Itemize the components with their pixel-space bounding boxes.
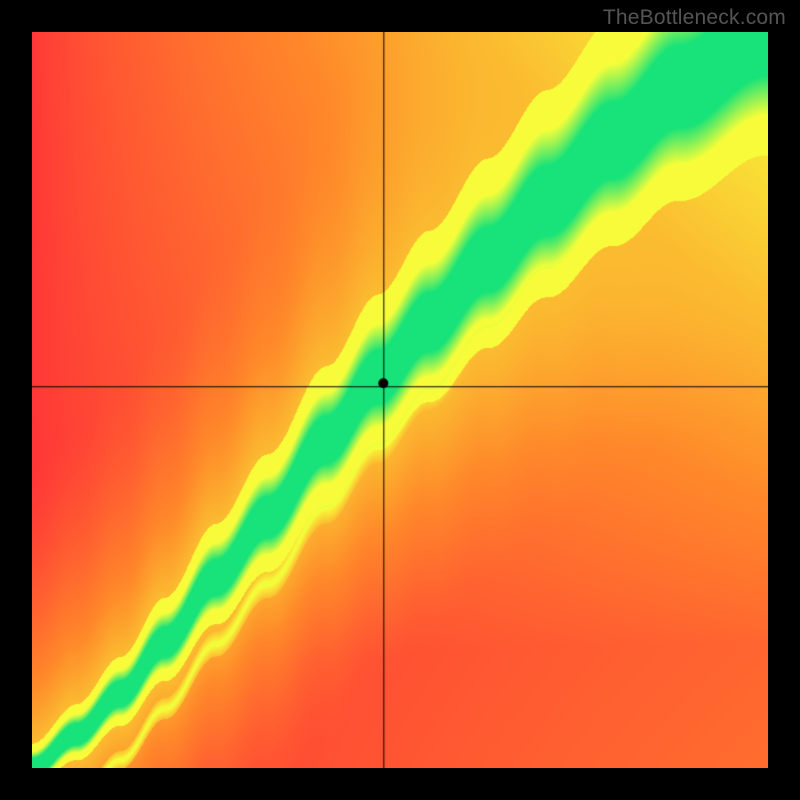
bottleneck-heatmap — [32, 32, 768, 768]
chart-container: TheBottleneck.com — [0, 0, 800, 800]
watermark-text: TheBottleneck.com — [603, 6, 786, 30]
